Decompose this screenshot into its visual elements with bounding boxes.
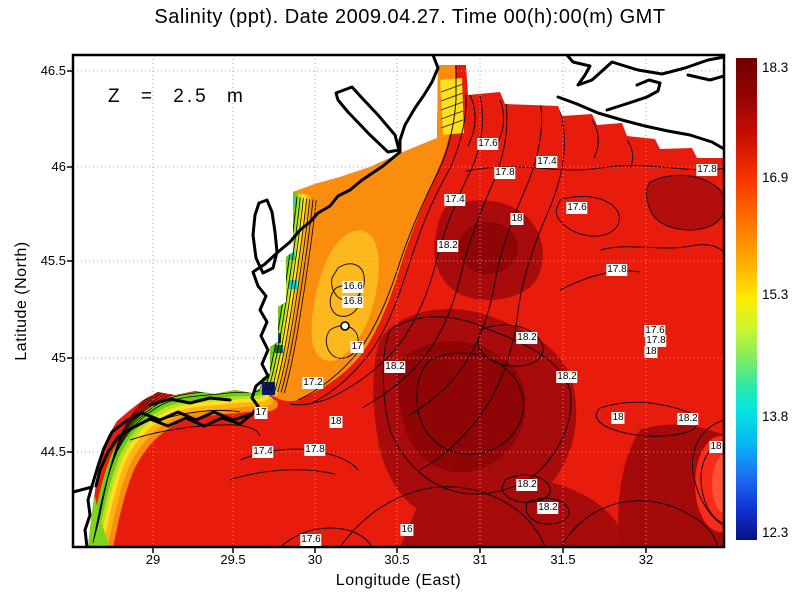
- x-tick-label: 30: [307, 552, 323, 567]
- fresh-cell-teal: [287, 252, 295, 260]
- dnieper-liman-hook: [605, 78, 662, 112]
- contour-label: 16.8: [342, 296, 364, 308]
- x-tick-label: 32: [638, 552, 654, 567]
- contour-label: 17.6: [566, 202, 588, 214]
- contour-label: 18: [709, 441, 723, 453]
- contour-label: 17.8: [606, 264, 628, 276]
- contour-label: 18: [611, 412, 625, 424]
- colorbar-tick-label: 16.9: [762, 170, 789, 185]
- dniester-liman: [334, 85, 401, 154]
- coastline: [73, 55, 724, 547]
- y-tick-label: 45.5: [40, 253, 66, 268]
- gridlines: [73, 55, 724, 547]
- contour-label: 18: [329, 416, 343, 428]
- contour-lines: [129, 66, 724, 547]
- contour-label: 18: [644, 346, 658, 358]
- x-axis-label: Longitude (East): [335, 572, 462, 589]
- colorbar-tick-label: 13.8: [762, 409, 789, 424]
- contour-label: 18.2: [537, 502, 559, 514]
- contour-label: 17.6: [300, 534, 322, 546]
- fresh-cell-teal: [289, 280, 297, 289]
- fresh-cell-teal: [288, 197, 296, 205]
- dnieper-liman-north: [556, 95, 724, 151]
- plot-title: Salinity (ppt). Date 2009.04.27. Time 00…: [154, 6, 666, 28]
- contour-label: 18: [510, 213, 524, 225]
- x-tick-label: 29.5: [220, 552, 246, 567]
- depth-annotation: Z = 2.5 m: [108, 86, 246, 107]
- coastal-liman: [251, 198, 279, 275]
- contour-label: 18.2: [384, 361, 406, 373]
- contour-label: 17.8: [494, 167, 516, 179]
- colorbar-tick-label: 18.3: [762, 60, 789, 75]
- fresh-cell-teal: [275, 345, 283, 353]
- tongue-hatch: [440, 83, 464, 129]
- contour-fan-line: [280, 199, 314, 393]
- plume-amber-core: [311, 230, 379, 362]
- contour-fan-line: [277, 198, 311, 393]
- x-tick-label: 31: [472, 552, 488, 567]
- contour-label: 16.6: [342, 281, 364, 293]
- contour-label: 17.4: [252, 446, 274, 458]
- contour-fan-left: [264, 196, 317, 394]
- sea-region: [88, 65, 724, 547]
- colorbar-tick-label: 12.3: [762, 525, 789, 540]
- y-tick-label: 45: [51, 350, 66, 365]
- station-marker: [340, 321, 350, 331]
- coast-estuary-branch: [73, 485, 94, 494]
- coast-main: [83, 55, 440, 547]
- danube-delta-channel: [148, 396, 232, 407]
- x-tick-label: 30.5: [384, 552, 410, 567]
- colorbar: [736, 58, 757, 540]
- coast-northeast: [565, 55, 724, 87]
- contour-label: 18.2: [677, 413, 699, 425]
- contour-label: 18.2: [516, 479, 538, 491]
- plot-border: [71, 53, 726, 549]
- y-tick-label: 46: [51, 159, 66, 174]
- contour-label: 17.6: [477, 138, 499, 150]
- warm-eddy-core: [712, 454, 724, 514]
- colorbar-tick-label: 15.3: [762, 287, 789, 302]
- contour-fan-line: [283, 199, 317, 394]
- danube-delta-channel: [94, 412, 254, 488]
- contour-label: 17.2: [302, 377, 324, 389]
- high-salinity-pool: [646, 175, 724, 230]
- contour-label: 17.4: [444, 194, 466, 206]
- x-tick-label: 29: [145, 552, 161, 567]
- y-tick-label: 44.5: [40, 444, 66, 459]
- high-salinity-pool: [400, 477, 630, 547]
- contour-label: 18.2: [556, 371, 578, 383]
- contour-label: 17.8: [696, 164, 718, 176]
- high-salinity-core: [397, 341, 526, 473]
- x-tick-label: 31.5: [550, 552, 576, 567]
- contour-label: 17.8: [645, 335, 667, 347]
- contour-label: 17.6: [644, 325, 666, 337]
- contour-label: 18.2: [437, 240, 459, 252]
- contour-label: 17.8: [304, 444, 326, 456]
- contour-label: 16: [400, 524, 414, 536]
- contour-fan-line: [274, 198, 307, 392]
- contour-label: 17.4: [536, 156, 558, 168]
- contour-fan-line: [267, 197, 301, 391]
- y-tick-label: 46.5: [40, 63, 66, 78]
- coast-fragment: [686, 73, 724, 82]
- high-salinity-pool: [618, 424, 724, 547]
- contour-label: 17: [350, 341, 364, 353]
- contour-label: 18.2: [516, 332, 538, 344]
- contour-label: 17: [254, 407, 268, 419]
